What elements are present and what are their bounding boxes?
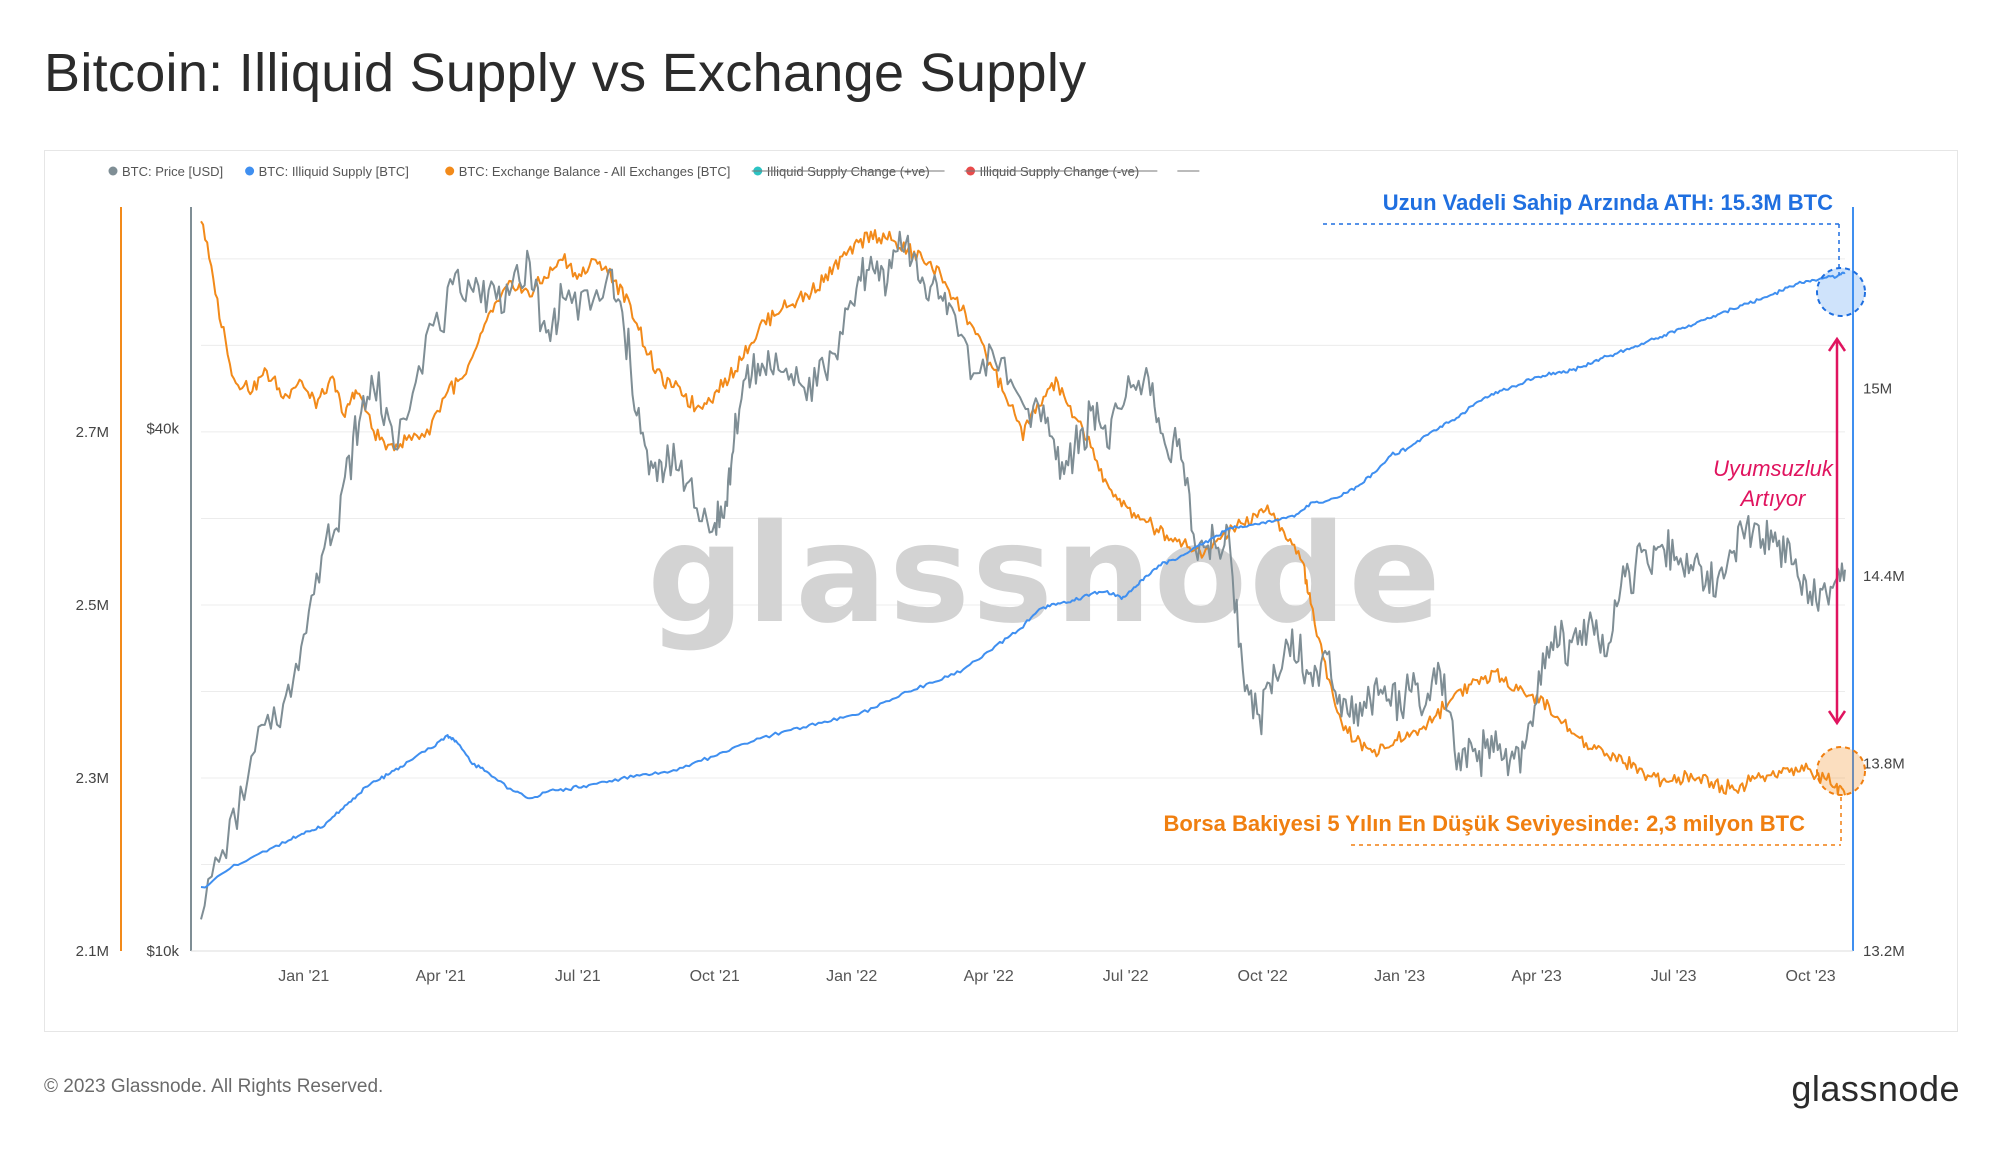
annotations: Uzun Vadeli Sahip Arzında ATH: 15.3M BTC… (1163, 190, 1866, 846)
footer-logo[interactable]: glassnode (1791, 1068, 1960, 1109)
illiquid-tick-label: 15M (1863, 380, 1892, 397)
exchange-tick-label: 2.5M (76, 597, 109, 614)
x-tick-label: Jul '21 (555, 968, 601, 985)
series-layer (200, 220, 1846, 920)
illiquid-tick-label: 14.4M (1863, 568, 1905, 585)
legend-label-0[interactable]: BTC: Price [USD] (122, 164, 223, 179)
exchange-tick-label: 2.3M (76, 770, 109, 787)
exchange-balance-line (200, 220, 1846, 796)
legend-label-2[interactable]: BTC: Exchange Balance - All Exchanges [B… (459, 164, 731, 179)
watermark-text: glassnode (647, 496, 1442, 654)
x-tick-label: Oct '21 (690, 968, 740, 985)
x-tick-label: Apr '22 (964, 968, 1014, 985)
legend-dot-0 (108, 166, 118, 176)
price-tick-label: $10k (146, 943, 179, 960)
annotation-top-circle (1816, 267, 1866, 317)
legend-label-1[interactable]: BTC: Illiquid Supply [BTC] (259, 164, 409, 179)
price-tick-label: $40k (146, 421, 179, 438)
legend-dot-2 (445, 166, 455, 176)
illiquid-supply-line (200, 271, 1846, 889)
illiquid-tick-label: 13.2M (1863, 943, 1905, 960)
x-tick-label: Oct '22 (1238, 968, 1288, 985)
chart-frame: BTC: Price [USD] BTC: Illiquid Supply [BT… (44, 150, 1958, 1032)
divergence-label-line1: Uyumsuzluk (1713, 456, 1834, 481)
x-tick-label: Apr '21 (416, 968, 466, 985)
x-tick-label: Jan '23 (1374, 968, 1425, 985)
annotation-bottom-text: Borsa Bakiyesi 5 Yılın En Düşük Seviyesi… (1163, 811, 1805, 836)
legend: BTC: Price [USD] BTC: Illiquid Supply [BT… (108, 164, 1200, 179)
legend-dot-1 (245, 166, 255, 176)
chart-svg: BTC: Price [USD] BTC: Illiquid Supply [BT… (76, 164, 1905, 985)
axis-ticks: 2.1M 2.3M 2.5M 2.7M $10k $40k 13.2M 13.8M 14.4M 1… (76, 380, 1905, 985)
divergence-arrow-head-bottom (1827, 710, 1847, 726)
annotation-top-text: Uzun Vadeli Sahip Arzında ATH: 15.3M BTC (1383, 190, 1833, 215)
footer-copyright: © 2023 Glassnode. All Rights Reserved. (44, 1076, 384, 1097)
price-line (200, 230, 1846, 920)
x-tick-label: Oct '23 (1786, 968, 1836, 985)
x-tick-label: Jan '22 (826, 968, 877, 985)
x-tick-label: Jan '21 (278, 968, 329, 985)
page-title: Bitcoin: Illiquid Supply vs Exchange Sup… (44, 43, 1087, 103)
annotation-bottom-circle (1816, 746, 1866, 796)
divergence-arrow-head-top (1827, 336, 1847, 352)
exchange-tick-label: 2.1M (76, 943, 109, 960)
exchange-tick-label: 2.7M (76, 424, 109, 441)
divergence-label-line2: Artıyor (1739, 486, 1807, 511)
x-tick-label: Apr '23 (1512, 968, 1562, 985)
illiquid-tick-label: 13.8M (1863, 755, 1905, 772)
x-tick-label: Jul '23 (1651, 968, 1697, 985)
x-tick-label: Jul '22 (1103, 968, 1149, 985)
